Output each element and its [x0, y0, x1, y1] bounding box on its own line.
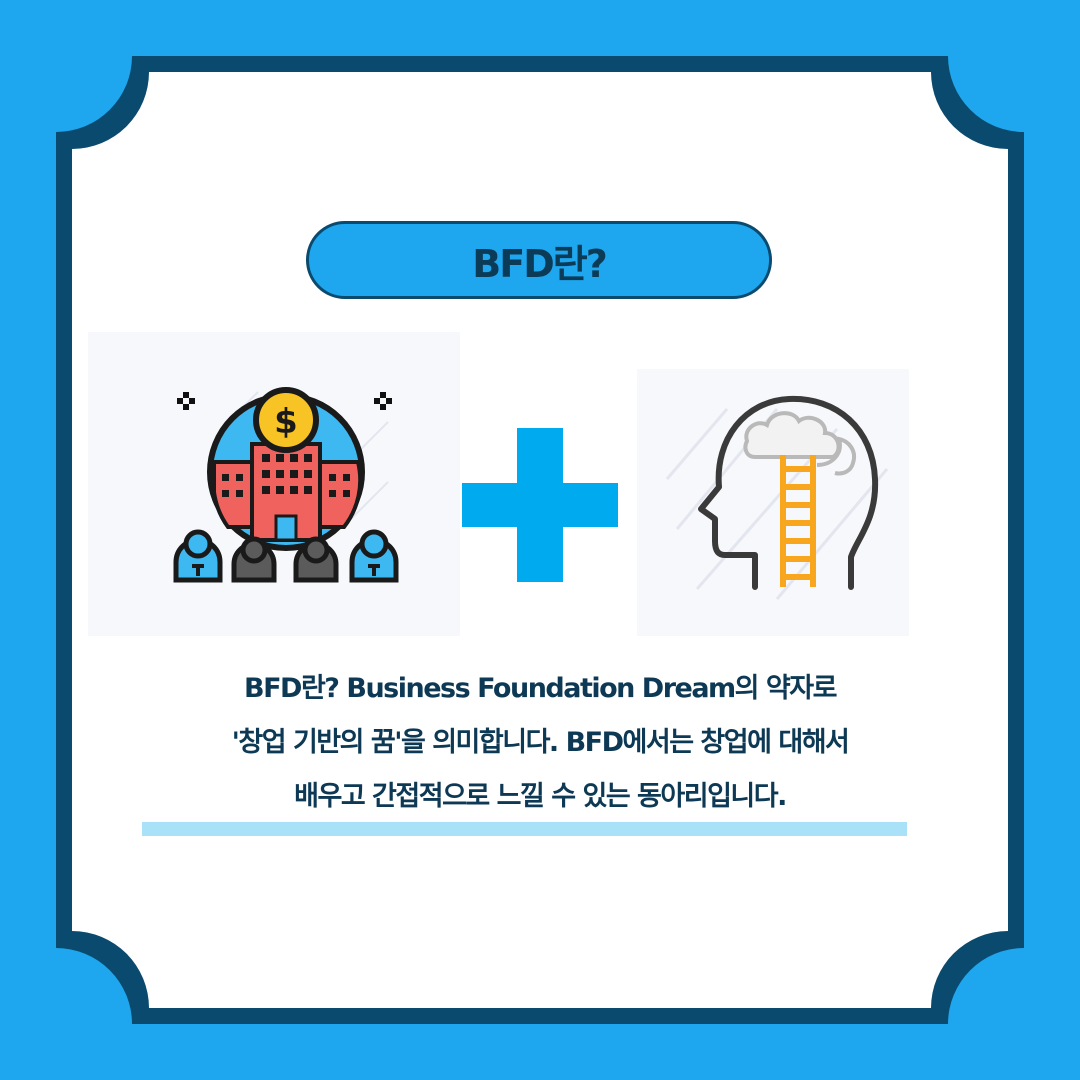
- description: BFD란? Business Foundation Dream의 약자로 '창업…: [100, 662, 980, 824]
- page-title: BFD란?: [472, 241, 607, 286]
- highlight-bar: [142, 822, 907, 836]
- head-ladder-icon: [637, 369, 909, 636]
- description-line-2: '창업 기반의 꿈'을 의미합니다. BFD에서는 창업에 대해서: [231, 727, 850, 758]
- business-building-people-icon: $: [88, 332, 460, 636]
- plus-icon: [462, 428, 618, 582]
- title-pill: BFD란?: [306, 221, 772, 299]
- description-line-1: BFD란? Business Foundation Dream의 약자로: [244, 673, 837, 704]
- description-line-3: 배우고 간접적으로 느낄 수 있는 동아리입니다.: [294, 781, 787, 812]
- svg-text:$: $: [274, 402, 298, 442]
